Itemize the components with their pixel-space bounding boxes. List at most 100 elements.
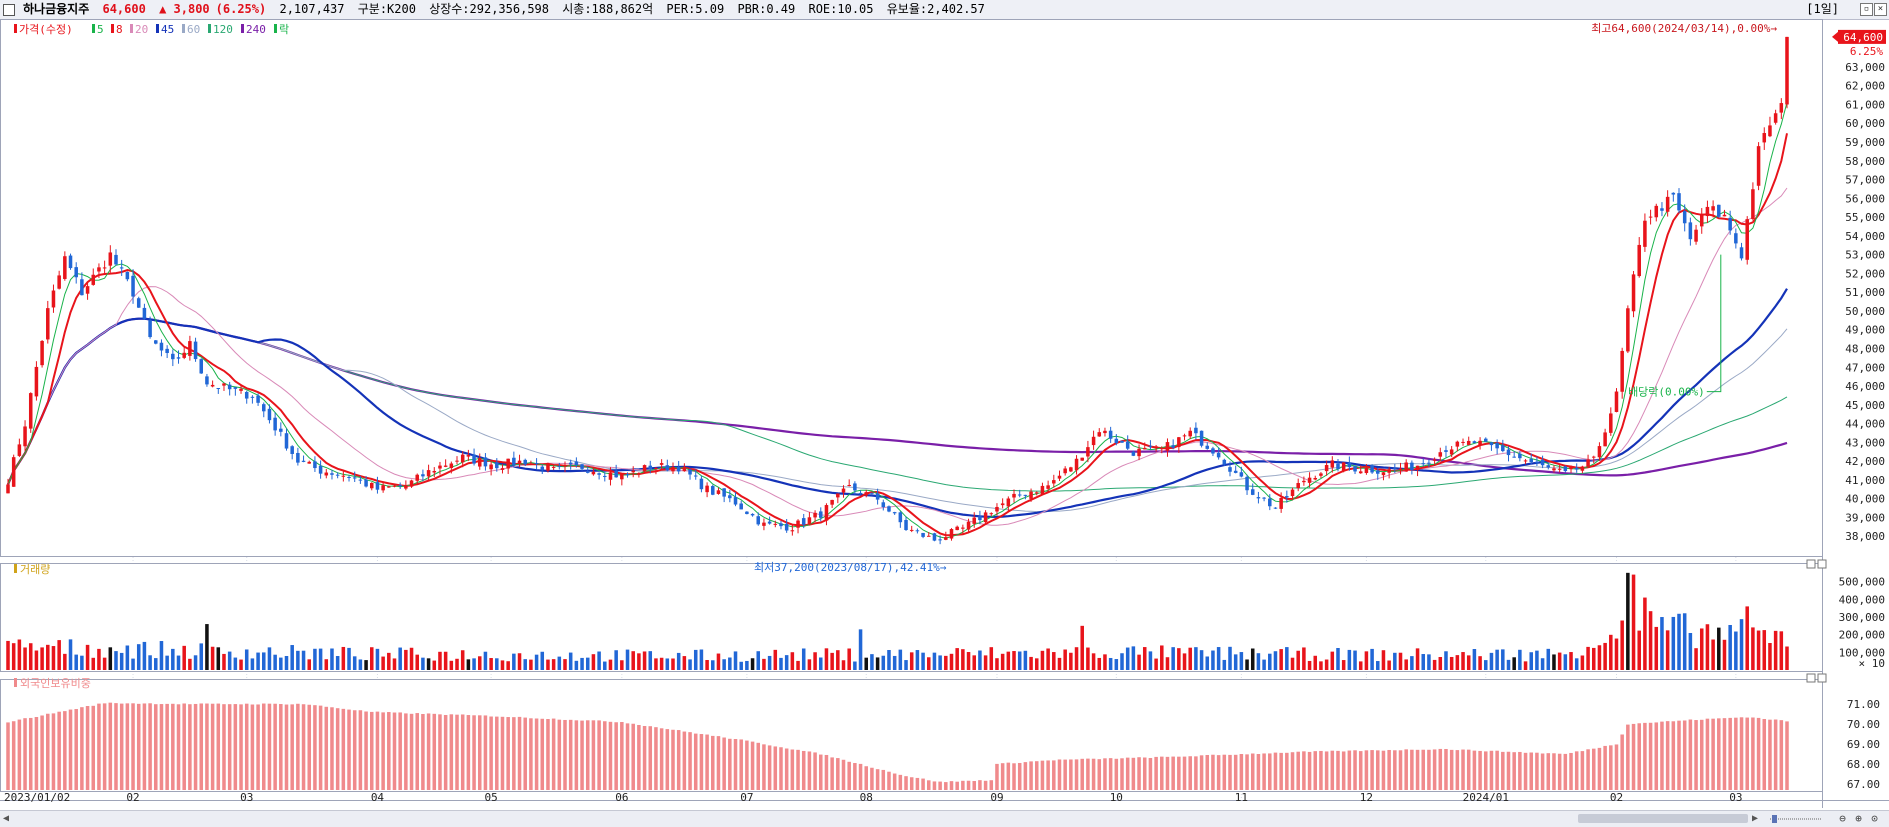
horizontal-scrollbar[interactable]: ◀ ▶ ⊖ ⊕ ⊙ (0, 810, 1889, 827)
volume-bar (1250, 648, 1255, 670)
foreign-ratio-bar (409, 713, 414, 790)
foreign-ratio-bar (1103, 758, 1107, 790)
candle (341, 475, 346, 477)
x-tick-label: 04 (371, 791, 385, 804)
volume-bar (847, 648, 851, 670)
foreign-tick-label: 70.00 (1847, 718, 1880, 731)
foreign-ratio-bar (1171, 756, 1175, 790)
candle (796, 520, 800, 528)
volume-bar (489, 658, 493, 670)
foreign-ratio-bar (887, 771, 891, 790)
volume-bar (375, 648, 380, 670)
volume-bar (1393, 652, 1397, 670)
candle (1017, 494, 1022, 496)
zoom-reset-icon[interactable]: ⊙ (1871, 812, 1878, 825)
candle (1108, 430, 1113, 439)
price-tick-label: 48,000 (1845, 343, 1885, 356)
foreign-ratio-bar (1074, 759, 1079, 790)
candle (1262, 497, 1266, 499)
volume-bar (1569, 652, 1573, 670)
volume-bar (529, 659, 533, 670)
price-tick-label: 53,000 (1845, 249, 1885, 262)
volume-bar (1006, 651, 1011, 670)
candle (1552, 468, 1556, 471)
zoom-in-icon[interactable]: ⊕ (1855, 812, 1862, 825)
candle (290, 446, 294, 454)
volume-bar (1432, 659, 1437, 670)
candle (233, 387, 238, 389)
price-pane (0, 19, 1823, 557)
candle (330, 473, 334, 475)
candle (529, 463, 533, 465)
scroll-left-icon[interactable]: ◀ (3, 813, 10, 824)
volume-bar (1603, 642, 1607, 670)
foreign-ratio-bar (1410, 749, 1414, 790)
volume-bar (1330, 651, 1335, 670)
candle (926, 535, 931, 537)
candle (1182, 435, 1187, 437)
foreign-ratio-bar (1665, 721, 1670, 790)
volume-bar (205, 624, 209, 670)
foreign-ratio-bar (1120, 758, 1124, 790)
volume-bar (210, 646, 215, 670)
candle (540, 466, 545, 471)
legend-swatch (14, 24, 17, 33)
close-icon[interactable]: × (1874, 3, 1887, 16)
candle (1779, 103, 1784, 113)
volume-bar (381, 656, 385, 670)
volume-bar (1557, 652, 1562, 670)
scroll-right-icon[interactable]: ▶ (1752, 813, 1759, 824)
volume-bar (1336, 648, 1340, 670)
volume-bar (807, 659, 812, 670)
candle (1535, 461, 1539, 463)
foreign-ratio-bar (1296, 751, 1300, 790)
foreign-ratio-bar (1466, 749, 1471, 790)
volume-bar (682, 656, 687, 670)
candle (625, 474, 630, 476)
candle (347, 476, 351, 478)
candle (239, 388, 243, 391)
foreign-ratio-bar (1086, 758, 1090, 790)
volume-bar (716, 653, 721, 670)
period-selector[interactable]: [1일] (1806, 2, 1839, 16)
volume-bar (733, 651, 738, 670)
foreign-ratio-bar (546, 719, 550, 790)
candle (620, 473, 624, 480)
candle (966, 521, 971, 530)
candle (733, 497, 738, 505)
foreign-ratio-bar (23, 718, 27, 790)
foreign-ratio-bar (944, 782, 948, 790)
foreign-ratio-bar (1512, 752, 1516, 790)
volume-bar (637, 653, 641, 670)
volume-bar (608, 659, 613, 670)
candle (614, 470, 618, 478)
zoom-out-icon[interactable]: ⊖ (1839, 812, 1846, 825)
volume-bar (244, 649, 249, 670)
current-pct-label: 6.25% (1850, 45, 1883, 58)
candle (1057, 475, 1062, 479)
zoom-slider[interactable] (1768, 814, 1824, 823)
volume-bar (131, 658, 135, 670)
candle (301, 460, 306, 462)
candle (978, 516, 982, 521)
foreign-ratio-bar (1307, 751, 1312, 790)
foreign-ratio-bar (369, 711, 374, 790)
foreign-ratio-bar (193, 703, 198, 790)
scroll-thumb[interactable] (1578, 814, 1748, 823)
volume-bar (1080, 625, 1084, 670)
volume-bar (1421, 654, 1426, 670)
foreign-ratio-bar (1239, 754, 1244, 790)
select-checkbox[interactable] (3, 3, 15, 16)
restore-icon[interactable]: ▫ (1860, 3, 1873, 16)
candle (1074, 458, 1079, 471)
volume-bar (114, 651, 118, 670)
foreign-ratio-bar (46, 713, 50, 790)
candle (580, 464, 584, 469)
foreign-ratio-bar (375, 711, 380, 790)
foreign-ratio-bar (819, 754, 823, 790)
candle (1279, 498, 1283, 509)
foreign-ratio-bar (1773, 719, 1778, 790)
candle (1637, 244, 1641, 277)
foreign-ratio-bar (591, 720, 596, 790)
foreign-ratio-bar (472, 715, 476, 790)
